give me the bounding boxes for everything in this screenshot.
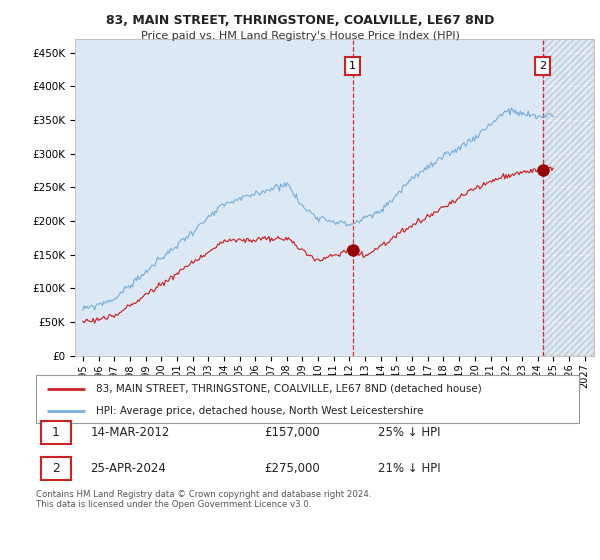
Text: 25-APR-2024: 25-APR-2024 <box>91 463 166 475</box>
Text: 2: 2 <box>539 61 546 71</box>
Text: 2: 2 <box>52 463 60 475</box>
Text: 21% ↓ HPI: 21% ↓ HPI <box>378 463 441 475</box>
Text: 1: 1 <box>349 61 356 71</box>
Text: Contains HM Land Registry data © Crown copyright and database right 2024.
This d: Contains HM Land Registry data © Crown c… <box>36 490 371 510</box>
Text: 25% ↓ HPI: 25% ↓ HPI <box>378 426 440 439</box>
Text: £157,000: £157,000 <box>264 426 320 439</box>
Text: Price paid vs. HM Land Registry's House Price Index (HPI): Price paid vs. HM Land Registry's House … <box>140 31 460 41</box>
Text: 83, MAIN STREET, THRINGSTONE, COALVILLE, LE67 8ND (detached house): 83, MAIN STREET, THRINGSTONE, COALVILLE,… <box>96 384 481 394</box>
Bar <box>543 39 594 356</box>
Bar <box>41 421 71 444</box>
FancyBboxPatch shape <box>36 375 579 423</box>
Text: 83, MAIN STREET, THRINGSTONE, COALVILLE, LE67 8ND: 83, MAIN STREET, THRINGSTONE, COALVILLE,… <box>106 14 494 27</box>
Text: 1: 1 <box>52 426 60 439</box>
Bar <box>41 458 71 480</box>
Text: HPI: Average price, detached house, North West Leicestershire: HPI: Average price, detached house, Nort… <box>96 406 423 416</box>
Text: 14-MAR-2012: 14-MAR-2012 <box>91 426 170 439</box>
Text: £275,000: £275,000 <box>264 463 320 475</box>
Bar <box>353 39 543 356</box>
Bar <box>75 39 353 356</box>
